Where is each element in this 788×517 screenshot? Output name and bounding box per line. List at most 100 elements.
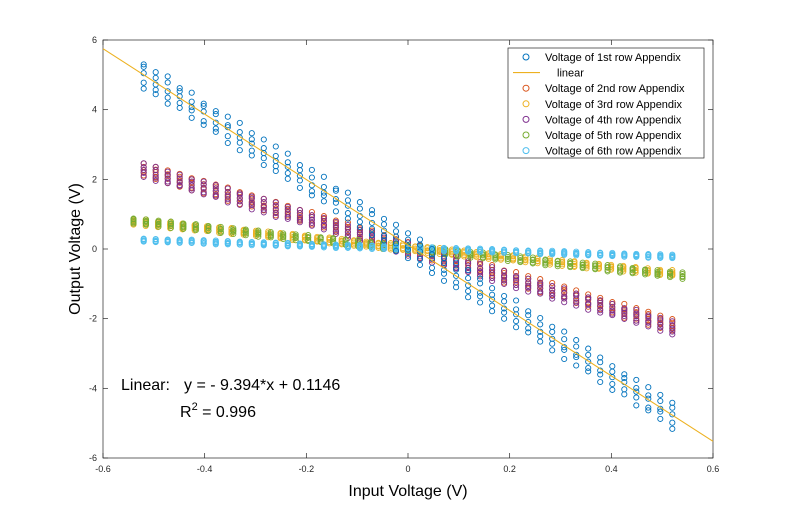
data-point [657,397,664,405]
x-tick-label: -0.4 [197,464,213,474]
data-point [504,257,511,265]
data-point [645,404,652,411]
data-point [585,364,592,372]
data-point [669,318,676,325]
data-point [609,310,616,317]
data-point [212,108,219,115]
data-point [549,289,556,296]
data-point [645,407,652,414]
data-point [489,302,496,309]
data-point [645,251,652,258]
x-axis-title: Input Voltage (V) [348,483,467,500]
data-point [344,219,351,226]
data-point [164,168,171,175]
data-point [669,325,676,332]
data-point [188,89,195,96]
data-point [142,220,150,227]
data-point [465,264,472,271]
data-point [308,214,315,221]
data-point [332,228,339,235]
data-point [477,275,484,282]
data-point [296,214,303,221]
data-point [501,274,508,281]
data-point [477,265,484,272]
data-point [344,210,351,217]
data-point [320,214,327,221]
data-point [513,279,520,286]
data-point [200,191,207,198]
data-point [549,286,556,293]
data-point [308,166,315,173]
data-point [236,238,243,245]
y-axis: -6 -4 -2 0 2 4 6 [89,35,713,463]
data-point [200,181,207,188]
data-point [356,199,363,206]
data-point [326,234,333,241]
data-point [645,318,652,325]
data-point [255,227,262,234]
data-point [621,375,628,382]
data-point [320,198,327,205]
data-point [609,363,616,370]
data-point [212,187,219,194]
data-point [657,312,664,319]
y-tick-label: -2 [89,314,97,324]
annotation-linear-label: Linear: [121,377,170,394]
data-point [272,239,279,246]
data-point [212,111,219,118]
data-point [284,206,291,213]
x-axis: -0.6 -0.4 -0.2 0 0.2 0.4 0.6 [95,40,719,474]
data-point [164,175,171,182]
data-point [330,237,337,244]
data-point [629,269,636,276]
data-point [633,394,640,401]
legend-marker [522,84,530,92]
y-tick-label: 6 [92,35,97,45]
data-point [308,240,315,247]
data-point [344,225,351,232]
data-point [296,184,303,191]
data-point [332,230,339,237]
data-point [167,218,174,225]
data-point [549,247,556,254]
data-point [513,269,520,276]
data-point [260,136,267,143]
data-point [657,251,664,258]
data-point [633,310,640,317]
data-point [654,269,661,276]
data-point [489,270,496,277]
data-point [525,325,532,332]
data-point [320,226,327,233]
data-point [561,290,568,297]
data-point [296,209,303,217]
annotation-equation: y = - 9.394*x + 0.1146 [184,377,340,394]
data-point [573,354,580,361]
data-point [609,303,616,310]
data-point [669,399,676,406]
legend-entry-label: Voltage of 1st row Appendix [545,52,681,64]
data-point [573,302,580,309]
data-point [537,281,544,288]
data-point [224,196,231,203]
data-point [554,260,561,267]
data-point [504,255,511,262]
data-point [242,226,249,233]
data-point [272,213,279,220]
data-point [585,303,592,310]
data-point [152,167,159,174]
data-point [192,224,199,231]
data-point [392,221,400,228]
data-point [320,241,327,248]
data-point [537,247,544,254]
data-point [621,300,628,307]
data-point [440,270,448,277]
data-point [230,230,237,238]
data-point [597,303,604,310]
data-point [404,230,412,237]
x-tick-label: 0.2 [503,464,516,474]
data-point [477,245,484,252]
data-point [537,285,544,292]
data-point [140,235,147,242]
data-point [176,175,183,182]
data-point [152,69,159,76]
